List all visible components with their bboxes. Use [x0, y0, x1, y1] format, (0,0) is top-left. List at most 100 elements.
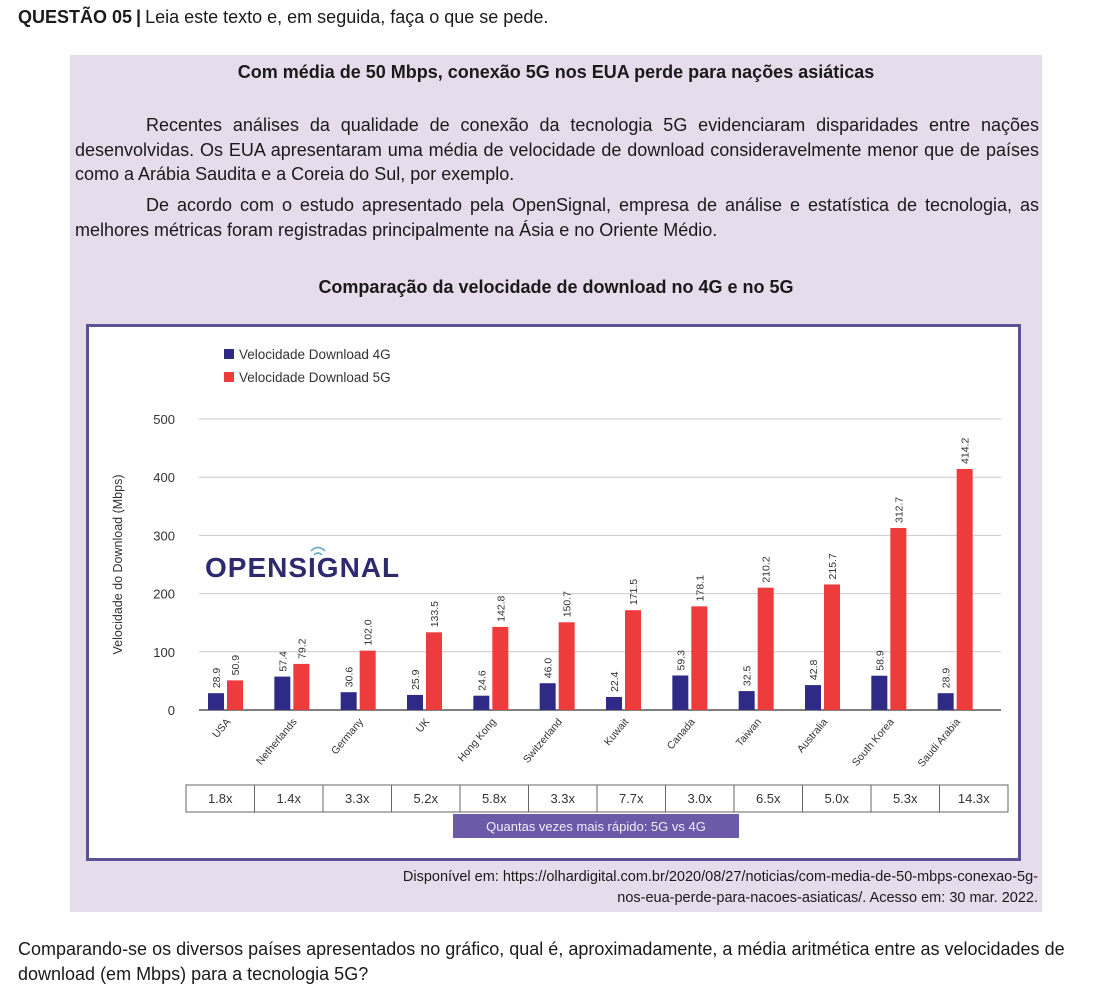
opensignal-logo: OPENSIGNAL — [205, 552, 400, 583]
x-tick-label: Kuwait — [602, 716, 632, 748]
source-citation: Disponível em: https://olhardigital.com.… — [138, 867, 1038, 909]
y-tick-label: 300 — [153, 528, 175, 543]
data-label: 133.5 — [429, 601, 441, 627]
x-tick-label: USA — [210, 716, 233, 740]
y-tick-label: 500 — [153, 412, 175, 427]
y-tick-label: 200 — [153, 587, 175, 602]
y-axis-label: Velocidade do Download (Mbps) — [111, 475, 125, 655]
data-label: 171.5 — [628, 579, 640, 605]
bar-5g — [824, 584, 840, 710]
bar-5g — [757, 587, 774, 710]
article-panel: Com média de 50 Mbps, conexão 5G nos EUA… — [70, 55, 1042, 912]
ratio-cell — [733, 784, 803, 813]
article-paragraph-1: Recentes análises da qualidade de conexã… — [75, 115, 1039, 184]
bar-4g — [473, 695, 490, 710]
bar-5g — [691, 606, 708, 710]
data-label: 25.9 — [410, 669, 422, 690]
bar-5g — [956, 468, 973, 710]
bar-4g — [672, 675, 689, 710]
data-label: 178.1 — [694, 575, 706, 601]
data-label: 414.2 — [960, 437, 972, 463]
bar-5g — [890, 528, 907, 710]
question-instruction: Leia este texto e, em seguida, faça o qu… — [145, 7, 549, 27]
ratio-value: 5.8x — [482, 791, 507, 806]
ratio-cell — [596, 784, 666, 813]
bar-4g — [805, 685, 821, 710]
bar-4g — [208, 693, 224, 710]
data-label: 32.5 — [742, 665, 754, 686]
legend-swatch — [224, 349, 234, 359]
chart-frame: 0 100 200 300 400 500 Velocidade do Download (… — [86, 324, 1021, 861]
data-label: 215.7 — [827, 553, 839, 579]
bar-5g — [492, 626, 509, 710]
ratio-value: 1.8x — [208, 791, 233, 806]
data-label: 79.2 — [296, 638, 308, 659]
header-separator: | — [136, 7, 142, 27]
bar-5g — [293, 663, 310, 710]
data-label: 42.8 — [808, 659, 820, 680]
y-tick-label: 400 — [153, 470, 175, 485]
source-line-2: nos-eua-perde-para-nacoes-asiaticas/. Ac… — [617, 890, 1038, 906]
bar-4g — [871, 675, 888, 710]
ratio-cell — [254, 784, 324, 813]
data-label: 28.9 — [941, 668, 953, 689]
data-label: 24.6 — [476, 670, 488, 691]
ratio-value: 5.0x — [824, 791, 849, 806]
y-tick-label: 0 — [168, 703, 175, 718]
data-label: 210.2 — [761, 556, 773, 582]
bar-5g — [227, 680, 243, 710]
bar-4g — [274, 676, 291, 710]
x-tick-label: UK — [414, 716, 433, 735]
ratio-value: 6.5x — [756, 791, 781, 806]
ratio-cell — [939, 784, 1009, 813]
x-tick-label: South Korea — [850, 716, 897, 769]
x-tick-label: Hong Kong — [456, 716, 499, 764]
bar-5g — [359, 650, 376, 710]
data-label: 150.7 — [562, 591, 574, 617]
question-header: QUESTÃO 05 | Leia este texto e, em seguida… — [18, 4, 548, 30]
ratio-value: 1.4x — [276, 791, 301, 806]
ratio-value: 3.0x — [687, 791, 712, 806]
ratio-value: 3.3x — [345, 791, 370, 806]
data-label: 30.6 — [344, 667, 356, 688]
ratio-value: 7.7x — [619, 791, 644, 806]
question-text: Comparando-se os diversos países apresen… — [18, 939, 1065, 984]
data-label: 59.3 — [675, 650, 687, 671]
source-line-1: Disponível em: https://olhardigital.com.… — [402, 869, 1038, 885]
question-number: QUESTÃO 05 — [18, 7, 133, 27]
data-label: 312.7 — [893, 497, 905, 523]
bar-5g — [558, 622, 575, 710]
ratio-value: 5.2x — [413, 791, 438, 806]
x-tick-label: Taiwan — [734, 716, 764, 749]
y-tick-label: 100 — [153, 645, 175, 660]
x-tick-label: Canada — [665, 716, 698, 752]
ratio-value: 14.3x — [958, 791, 990, 806]
ratio-caption-box — [453, 814, 739, 838]
data-label: 50.9 — [230, 655, 242, 676]
ratio-value: 3.3x — [550, 791, 575, 806]
legend-label: Velocidade Download 4G — [239, 347, 391, 362]
bar-4g — [340, 692, 357, 710]
data-label: 22.4 — [609, 671, 621, 692]
chart-heading: Comparação da velocidade de download no … — [318, 277, 794, 297]
article-paragraph-2: De acordo com o estudo apresentado pela … — [75, 195, 1039, 240]
ratio-cell — [185, 784, 255, 813]
bar-4g — [539, 683, 556, 710]
bar-5g — [426, 632, 442, 710]
bar-chart: 0 100 200 300 400 500 Velocidade do Download (… — [111, 347, 1009, 838]
article-title: Com média de 50 Mbps, conexão 5G nos EUA… — [237, 62, 875, 82]
data-label: 46.0 — [543, 658, 555, 679]
x-tick-label: Switzerland — [521, 716, 565, 765]
bar-5g — [625, 610, 641, 710]
data-label: 57.4 — [277, 651, 289, 672]
bar-4g — [606, 696, 622, 710]
ratio-cell — [665, 784, 735, 813]
bar-4g — [407, 694, 423, 710]
x-tick-label: Netherlands — [254, 716, 300, 767]
x-tick-label: Germany — [329, 716, 366, 757]
ratio-cell — [528, 784, 598, 813]
ratio-cell — [870, 784, 940, 813]
signal-icon — [310, 546, 326, 556]
legend-swatch — [224, 372, 234, 382]
bar-4g — [738, 691, 755, 710]
